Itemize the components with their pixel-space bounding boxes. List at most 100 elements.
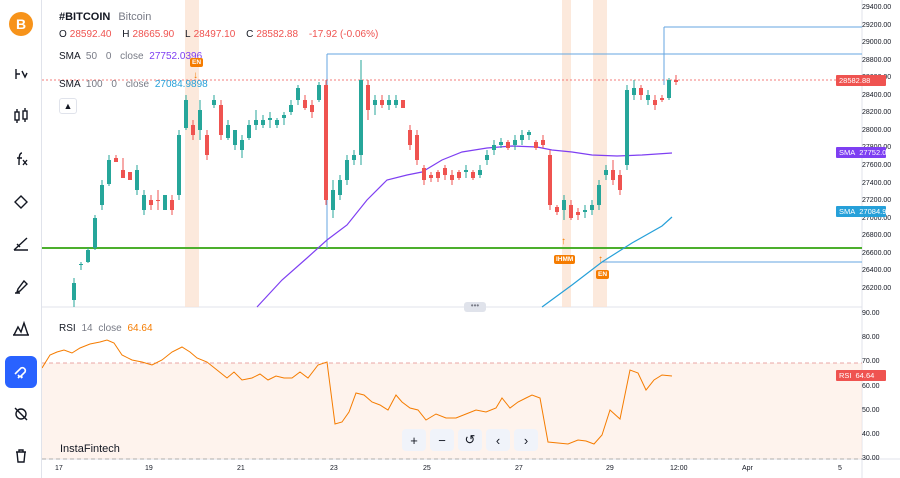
candle-body[interactable] — [107, 160, 111, 184]
candle-body[interactable] — [513, 140, 517, 145]
candle-body[interactable] — [191, 125, 195, 135]
candle-body[interactable] — [289, 105, 293, 112]
chart-area[interactable]: #BITCOIN Bitcoin O 28592.40 H 28665.90 L 284… — [42, 0, 900, 478]
rsi-line[interactable] — [42, 339, 673, 445]
candle-body[interactable] — [345, 160, 349, 180]
sma100-legend[interactable]: SMA 100 0 close 27084.9898 — [59, 79, 208, 90]
candle-body[interactable] — [275, 120, 279, 125]
candle-body[interactable] — [583, 210, 587, 212]
candle-body[interactable] — [184, 100, 188, 128]
candle-body[interactable] — [282, 115, 286, 118]
candle-body[interactable] — [653, 100, 657, 105]
ihmm-badge[interactable]: IHMM — [554, 255, 576, 264]
candle-body[interactable] — [219, 105, 223, 135]
candle-body[interactable] — [177, 135, 181, 195]
candle-body[interactable] — [100, 185, 104, 205]
candle-body[interactable] — [128, 172, 132, 180]
pane-resize-handle[interactable]: ••• — [464, 302, 486, 312]
entry-badge[interactable]: EN — [596, 270, 610, 279]
candle-body[interactable] — [156, 200, 160, 201]
candle-body[interactable] — [611, 170, 615, 180]
candle-body[interactable] — [436, 172, 440, 178]
candle-body[interactable] — [422, 168, 426, 180]
candle-body[interactable] — [590, 205, 594, 210]
candle-body[interactable] — [632, 88, 636, 95]
bitcoin-logo-icon[interactable]: B — [9, 12, 33, 36]
candle-body[interactable] — [408, 130, 412, 145]
candle-body[interactable] — [310, 105, 314, 112]
candle-body[interactable] — [149, 200, 153, 205]
candle-body[interactable] — [142, 195, 146, 210]
candle-body[interactable] — [576, 212, 580, 215]
sma50-legend[interactable]: SMA 50 0 close 27752.0396 — [59, 51, 202, 62]
candle-body[interactable] — [674, 80, 678, 82]
candle-body[interactable] — [373, 100, 377, 105]
magnet-icon[interactable] — [5, 356, 37, 388]
candle-body[interactable] — [639, 88, 643, 95]
candle-body[interactable] — [387, 100, 391, 105]
candle-body[interactable] — [604, 170, 608, 175]
candle-body[interactable] — [233, 130, 237, 145]
indicators-icon[interactable] — [5, 143, 37, 175]
candle-body[interactable] — [478, 170, 482, 175]
zoom-in-button[interactable]: + — [402, 429, 426, 451]
drawing-tools-icon[interactable] — [5, 186, 37, 218]
candle-body[interactable] — [485, 155, 489, 160]
candle-body[interactable] — [618, 175, 622, 190]
patterns-icon[interactable] — [5, 313, 37, 345]
symbol-title[interactable]: #BITCOIN Bitcoin — [59, 11, 151, 23]
sma50-line[interactable] — [256, 145, 673, 308]
candle-body[interactable] — [240, 140, 244, 150]
candle-body[interactable] — [464, 170, 468, 172]
candle-body[interactable] — [499, 142, 503, 145]
candle-body[interactable] — [268, 118, 272, 120]
candle-body[interactable] — [254, 120, 258, 125]
chart-canvas[interactable] — [42, 0, 900, 478]
candle-body[interactable] — [198, 110, 202, 130]
candle-body[interactable] — [457, 172, 461, 178]
reset-chart-button[interactable]: ↺ — [458, 429, 482, 451]
candle-body[interactable] — [205, 135, 209, 155]
entry-badge[interactable]: EN — [190, 58, 204, 67]
candle-body[interactable] — [415, 135, 419, 160]
timeframe-icon[interactable] — [5, 58, 37, 90]
brush-icon[interactable] — [5, 271, 37, 303]
candle-body[interactable] — [443, 168, 447, 175]
candle-body[interactable] — [506, 142, 510, 148]
zoom-out-button[interactable]: − — [430, 429, 454, 451]
candle-body[interactable] — [380, 100, 384, 105]
candle-body[interactable] — [212, 100, 216, 105]
candle-body[interactable] — [338, 180, 342, 195]
candle-body[interactable] — [562, 200, 566, 210]
candle-body[interactable] — [261, 120, 265, 125]
candle-body[interactable] — [660, 98, 664, 100]
candle-body[interactable] — [450, 175, 454, 180]
candle-body[interactable] — [548, 155, 552, 205]
candle-body[interactable] — [72, 283, 76, 300]
candlestick-series[interactable] — [72, 60, 678, 307]
candle-body[interactable] — [352, 155, 356, 160]
candle-body[interactable] — [667, 80, 671, 98]
hide-drawings-icon[interactable] — [5, 398, 37, 430]
candle-body[interactable] — [324, 85, 328, 200]
candles-icon[interactable] — [5, 100, 37, 132]
candle-body[interactable] — [359, 80, 363, 155]
candle-body[interactable] — [121, 170, 125, 178]
candle-body[interactable] — [534, 142, 538, 148]
candle-body[interactable] — [366, 85, 370, 110]
scroll-right-button[interactable]: › — [514, 429, 538, 451]
candle-body[interactable] — [303, 100, 307, 108]
candle-body[interactable] — [114, 158, 118, 162]
candle-body[interactable] — [331, 190, 335, 210]
sma100-line[interactable] — [541, 216, 673, 308]
candle-body[interactable] — [527, 132, 531, 135]
candle-body[interactable] — [492, 145, 496, 150]
candle-body[interactable] — [625, 90, 629, 165]
candle-body[interactable] — [401, 100, 405, 108]
candle-body[interactable] — [555, 207, 559, 212]
candle-body[interactable] — [597, 185, 601, 205]
candle-body[interactable] — [646, 95, 650, 100]
candle-body[interactable] — [170, 200, 174, 210]
candle-body[interactable] — [296, 88, 300, 100]
candle-body[interactable] — [93, 218, 97, 248]
